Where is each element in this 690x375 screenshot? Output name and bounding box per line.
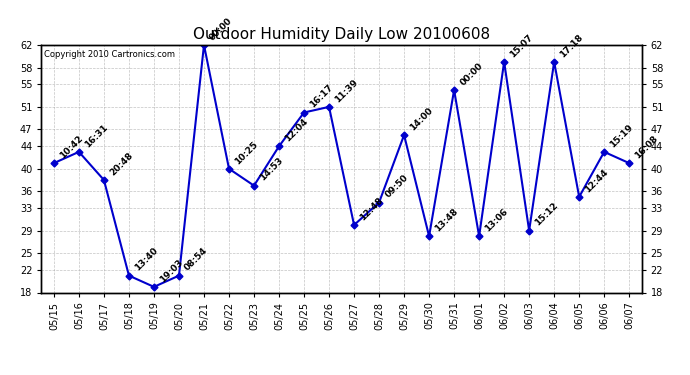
Text: 12:44: 12:44 — [583, 167, 610, 194]
Text: 08:54: 08:54 — [183, 246, 210, 273]
Text: 13:48: 13:48 — [433, 207, 460, 234]
Text: 15:12: 15:12 — [533, 201, 560, 228]
Text: 00:00: 00:00 — [208, 16, 235, 42]
Text: 15:19: 15:19 — [609, 122, 635, 149]
Text: 10:42: 10:42 — [58, 134, 85, 160]
Text: 00:00: 00:00 — [458, 61, 484, 87]
Text: 16:17: 16:17 — [308, 83, 335, 110]
Text: 14:00: 14:00 — [408, 106, 435, 132]
Title: Outdoor Humidity Daily Low 20100608: Outdoor Humidity Daily Low 20100608 — [193, 27, 490, 42]
Text: 12:04: 12:04 — [283, 117, 310, 144]
Text: 15:07: 15:07 — [509, 33, 535, 59]
Text: 13:06: 13:06 — [483, 207, 510, 234]
Text: 16:31: 16:31 — [83, 123, 110, 149]
Text: 10:25: 10:25 — [233, 140, 259, 166]
Text: 09:50: 09:50 — [383, 173, 410, 200]
Text: 19:03: 19:03 — [158, 258, 185, 284]
Text: 16:08: 16:08 — [633, 134, 660, 160]
Text: Copyright 2010 Cartronics.com: Copyright 2010 Cartronics.com — [44, 50, 175, 59]
Text: 13:40: 13:40 — [133, 246, 159, 273]
Text: 11:39: 11:39 — [333, 77, 360, 104]
Text: 20:48: 20:48 — [108, 151, 135, 177]
Text: 12:48: 12:48 — [358, 195, 385, 222]
Text: 17:18: 17:18 — [558, 32, 585, 59]
Text: 14:53: 14:53 — [258, 156, 285, 183]
